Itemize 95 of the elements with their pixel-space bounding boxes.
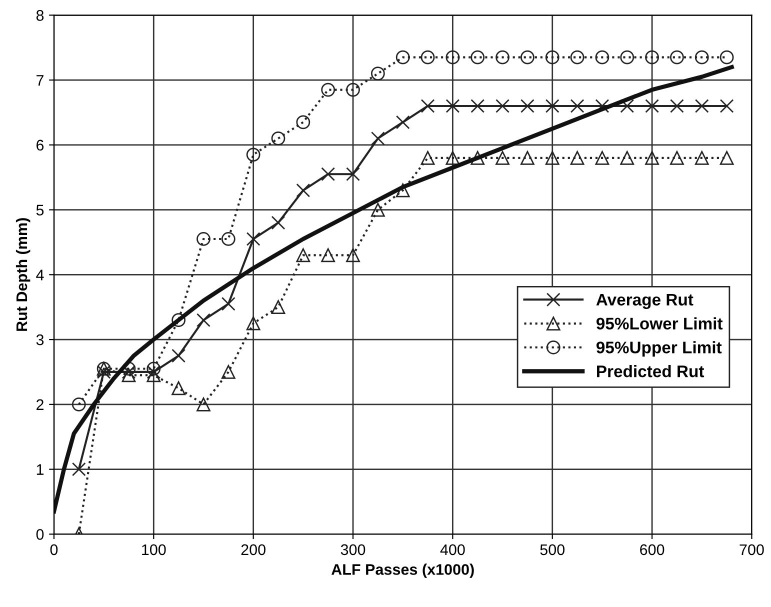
point	[172, 348, 186, 363]
point	[545, 50, 560, 64]
point	[470, 99, 485, 113]
point	[122, 368, 136, 382]
point	[321, 82, 336, 97]
point	[520, 99, 534, 113]
y-tick-label: 3	[36, 334, 44, 346]
point	[246, 316, 260, 330]
point	[72, 397, 86, 412]
point	[496, 99, 510, 113]
y-tick-label: 0	[36, 529, 44, 540]
point	[496, 150, 510, 165]
legend-label: Predicted Rut	[597, 365, 704, 378]
point	[146, 362, 161, 376]
point	[520, 150, 534, 165]
point	[420, 99, 435, 113]
point	[346, 167, 360, 182]
point	[645, 150, 659, 165]
point	[545, 150, 560, 165]
legend-label: 95%Lower Limit	[596, 317, 723, 330]
y-tick-label: 6	[36, 140, 44, 151]
point	[196, 397, 210, 412]
point	[446, 99, 460, 113]
y-tick-label: 2	[36, 399, 44, 410]
point	[321, 167, 336, 182]
point	[620, 150, 634, 165]
point	[172, 313, 186, 328]
point	[670, 99, 684, 113]
point	[520, 50, 534, 64]
y-axis-title: Rut Depth (mm)	[16, 218, 30, 331]
legend-label: 95%Upper Limit	[596, 341, 722, 357]
point	[670, 50, 684, 64]
y-tick-label: 4	[36, 270, 44, 280]
point	[346, 82, 360, 97]
point	[396, 50, 410, 64]
point	[396, 115, 410, 130]
point	[645, 99, 659, 113]
x-tick-label: 600	[640, 544, 664, 556]
point	[221, 232, 236, 246]
point	[370, 66, 385, 81]
point	[321, 248, 336, 262]
point	[72, 462, 86, 476]
point	[694, 150, 709, 165]
point	[570, 99, 584, 113]
point	[396, 183, 410, 198]
x-tick-label: 300	[340, 544, 366, 556]
point	[246, 148, 260, 162]
y-tick-label: 1	[36, 464, 44, 475]
point	[370, 131, 385, 146]
point	[346, 248, 360, 262]
point	[595, 150, 610, 165]
y-tick-label: 8	[36, 10, 44, 21]
point	[296, 248, 310, 262]
point	[420, 150, 435, 165]
y-tick-label: 7	[36, 75, 44, 86]
legend-label: Average Rut	[596, 294, 694, 309]
point	[720, 50, 734, 64]
point	[470, 50, 485, 64]
point	[296, 183, 310, 198]
point	[496, 50, 510, 64]
point	[420, 50, 435, 64]
x-tick-label: 500	[540, 544, 565, 556]
point	[370, 202, 385, 217]
point	[271, 131, 286, 146]
point	[296, 115, 310, 130]
point	[470, 150, 485, 165]
point	[196, 232, 210, 246]
point	[595, 50, 610, 64]
point	[545, 99, 560, 113]
point	[570, 50, 584, 64]
point	[172, 381, 186, 396]
point	[246, 232, 260, 246]
point	[720, 99, 734, 113]
point	[670, 150, 684, 165]
x-axis-title: ALF Passes (x1000)	[331, 564, 474, 578]
x-tick-label: 100	[142, 544, 166, 556]
x-tick-label: 200	[241, 544, 266, 556]
point	[694, 99, 709, 113]
point	[645, 50, 659, 64]
point	[196, 313, 210, 328]
point	[570, 150, 584, 165]
point	[271, 300, 286, 314]
point	[221, 365, 236, 379]
point	[620, 50, 634, 64]
point	[446, 150, 460, 165]
x-tick-label: 700	[740, 544, 764, 556]
point	[146, 368, 161, 382]
point	[694, 50, 709, 64]
x-tick-label: 400	[440, 544, 465, 556]
point	[221, 296, 236, 311]
y-tick-label: 5	[36, 204, 44, 216]
point	[446, 50, 460, 64]
point	[720, 150, 734, 165]
x-tick-label: 0	[50, 544, 58, 556]
line-series	[54, 64, 734, 514]
